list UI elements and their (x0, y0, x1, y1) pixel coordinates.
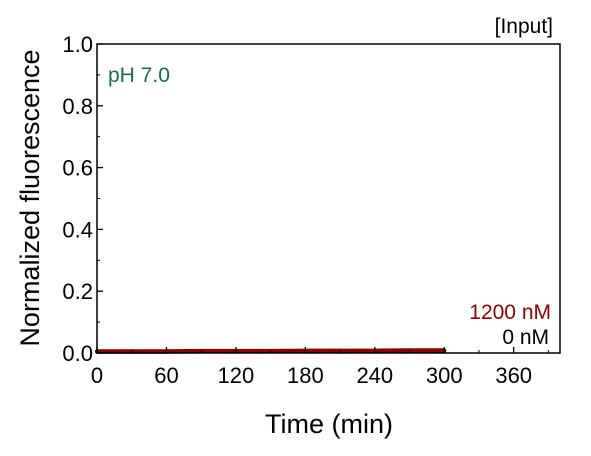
condition-label: pH 7.0 (108, 64, 170, 87)
x-tick-label: 180 (287, 363, 324, 388)
x-tick-label: 0 (91, 363, 103, 388)
y-tick-label: 0.8 (62, 94, 93, 119)
legend-item-1200nm: 1200 nM (469, 301, 551, 324)
x-tick-label: 360 (495, 363, 532, 388)
x-axis-title: Time (min) (265, 409, 393, 439)
x-tick-label: 120 (218, 363, 255, 388)
x-axis: 0 60 120 180 240 300 360 (91, 347, 549, 388)
x-tick-label: 300 (426, 363, 463, 388)
x-tick-label: 240 (356, 363, 393, 388)
y-tick-label: 0.6 (62, 156, 93, 181)
y-tick-label: 0.0 (62, 341, 93, 366)
y-tick-label: 1.0 (62, 32, 93, 57)
legend-title: [Input] (495, 15, 553, 38)
y-tick-label: 0.2 (62, 279, 93, 304)
y-axis: 0.0 0.2 0.4 0.6 0.8 1.0 (62, 32, 103, 366)
legend-item-0nm: 0 nM (502, 326, 549, 349)
y-axis-title: Normalized fluorescence (15, 49, 45, 346)
y-tick-label: 0.4 (62, 217, 93, 242)
x-tick-label: 60 (154, 363, 178, 388)
